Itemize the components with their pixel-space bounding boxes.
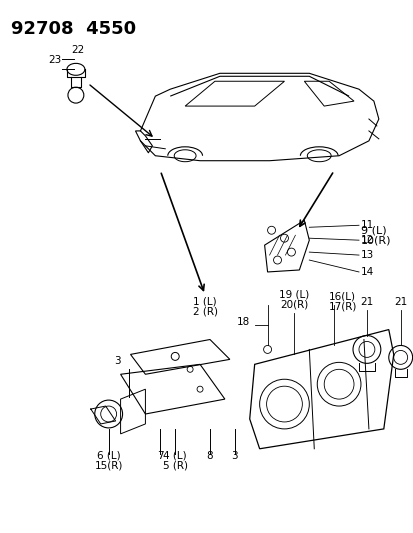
- Text: 19 (L): 19 (L): [279, 290, 309, 300]
- Text: 5 (R): 5 (R): [162, 461, 187, 471]
- Text: 10(R): 10(R): [360, 235, 391, 245]
- Text: 8: 8: [206, 451, 213, 461]
- Text: 1 (L): 1 (L): [193, 297, 216, 307]
- Text: 20(R): 20(R): [280, 300, 308, 310]
- Text: 16(L): 16(L): [328, 292, 355, 302]
- Text: 15(R): 15(R): [94, 461, 123, 471]
- Text: 3: 3: [231, 451, 237, 461]
- Text: 13: 13: [360, 250, 373, 260]
- Text: 6 (L): 6 (L): [97, 451, 120, 461]
- Text: 21: 21: [359, 297, 373, 307]
- Text: 92708  4550: 92708 4550: [11, 20, 136, 38]
- Text: 22: 22: [71, 45, 84, 55]
- Text: 9 (L): 9 (L): [360, 225, 386, 235]
- Text: 12: 12: [360, 235, 373, 245]
- Text: 14: 14: [360, 267, 373, 277]
- Text: 21: 21: [393, 297, 406, 307]
- Text: 4 (L): 4 (L): [163, 451, 187, 461]
- Text: 11: 11: [360, 220, 373, 230]
- Text: 2 (R): 2 (R): [192, 306, 217, 317]
- Text: 23: 23: [49, 55, 62, 66]
- Text: 3: 3: [114, 357, 120, 366]
- Text: 7: 7: [157, 451, 163, 461]
- Text: 17(R): 17(R): [328, 302, 357, 312]
- Text: 18: 18: [236, 317, 249, 327]
